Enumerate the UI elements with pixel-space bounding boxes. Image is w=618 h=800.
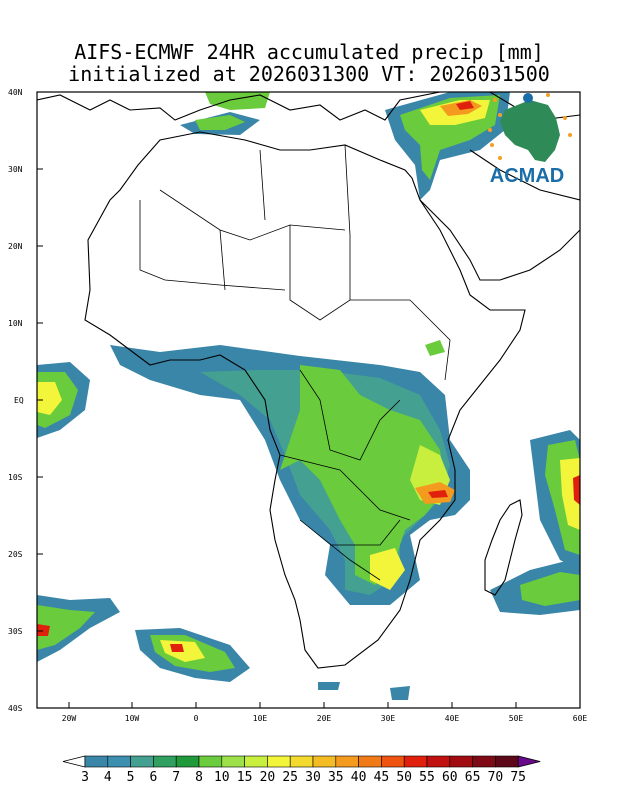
colorbar-label: 50: [396, 770, 413, 785]
colorbar-swatch: [289, 755, 314, 768]
colorbar-swatch: [312, 755, 337, 768]
precip-tanzania-red: [428, 490, 448, 498]
colorbar-swatch: [381, 755, 405, 768]
chart-title-line1: AIFS-ECMWF 24HR accumulated precip [mm]: [74, 40, 544, 64]
colorbar-high-arrow: [517, 755, 541, 768]
precip-north-west-med-green: [195, 115, 245, 130]
lon-label: 50E: [508, 714, 524, 723]
precip-atlantic-west-yellow: [37, 382, 62, 415]
colorbar-label: 10: [213, 770, 230, 785]
precip-central-africa-green: [280, 365, 445, 585]
colorbar-swatch: [175, 755, 200, 768]
lat-label: 20N: [8, 242, 23, 251]
colorbar-swatch: [267, 755, 291, 768]
lat-label: 40S: [8, 704, 23, 713]
chart-title-line2: initialized at 2026031300 VT: 2026031500: [68, 62, 550, 86]
colorbar-swatch: [198, 755, 223, 768]
colorbar-label: 6: [149, 770, 158, 785]
precip-south-patch-1: [318, 682, 340, 690]
madagascar-coastline: [484, 499, 523, 596]
acmad-logo: ACMAD: [488, 93, 572, 187]
colorbar-label: 25: [282, 770, 299, 785]
arabia-coastline: [419, 149, 580, 281]
precip-south-patch-2: [390, 686, 410, 700]
colorbar-swatch: [107, 755, 131, 768]
colorbar-label: 60: [441, 770, 458, 785]
precip-south-indian-band-green: [520, 572, 580, 606]
colorbar-label: 35: [327, 770, 344, 785]
colorbar-swatch: [449, 755, 473, 768]
colorbar-label: 55: [419, 770, 435, 785]
precip-east-med-red: [456, 101, 474, 110]
lon-label: 40E: [444, 714, 460, 723]
logo-africa-icon: [500, 100, 560, 162]
colorbar-swatch: [244, 755, 268, 768]
lat-label: 40N: [8, 88, 23, 97]
colorbar-label: 30: [305, 770, 321, 785]
precip-indian-ocean-east-red: [573, 475, 580, 505]
precip-east-africa-small: [425, 340, 445, 356]
internal-borders: [139, 144, 451, 581]
colorbar-swatch: [84, 755, 109, 768]
lat-label: 20S: [8, 550, 23, 559]
colorbar-label: 4: [103, 770, 112, 785]
lat-label: 30S: [8, 627, 23, 636]
precip-south-atlantic-central-red: [170, 644, 184, 652]
colorbar-low-arrow: [62, 755, 86, 768]
lon-label: 0: [193, 714, 199, 723]
lon-label: 20W: [61, 714, 77, 723]
africa-coastline: [84, 131, 526, 669]
colorbar-label: 3: [81, 770, 89, 785]
colorbar-swatch: [403, 755, 428, 768]
colorbar-swatch: [130, 755, 154, 768]
colorbar-swatch: [472, 755, 496, 768]
lon-label: 10E: [252, 714, 268, 723]
lat-label: 30N: [8, 165, 23, 174]
precip-indian-ocean-east-yellow: [560, 458, 580, 530]
colorbar-label: 15: [236, 770, 253, 785]
lon-label: 20E: [316, 714, 332, 723]
lat-label: EQ: [14, 396, 24, 405]
colorbar: [62, 755, 541, 768]
colorbar-label: 8: [195, 770, 203, 785]
axis-ticks: [37, 91, 517, 709]
colorbar-swatch: [495, 755, 519, 768]
logo-drop-icon: [523, 93, 533, 103]
logo-text: ACMAD: [490, 165, 564, 187]
precip-south-atlantic-west-green: [37, 605, 95, 650]
lon-label: 60E: [572, 714, 588, 723]
lon-label: 30E: [380, 714, 396, 723]
colorbar-label: 65: [464, 770, 481, 785]
colorbar-label: 70: [487, 770, 504, 785]
lat-label: 10S: [8, 473, 23, 482]
colorbar-swatch: [358, 755, 382, 768]
precip-field-layer: [37, 92, 580, 700]
colorbar-label: 20: [259, 770, 276, 785]
colorbar-label: 40: [350, 770, 367, 785]
colorbar-swatch: [153, 755, 177, 768]
colorbar-label: 75: [510, 770, 527, 785]
colorbar-swatch: [426, 755, 451, 768]
lon-label: 10W: [124, 714, 140, 723]
logo-rays-icon: [488, 93, 572, 160]
colorbar-label: 5: [126, 770, 135, 785]
colorbar-swatch: [221, 755, 245, 768]
colorbar-label: 7: [172, 770, 181, 785]
colorbar-swatch: [335, 755, 359, 768]
lat-label: 10N: [8, 319, 23, 328]
precip-south-atlantic-west-red: [37, 624, 50, 636]
colorbar-label: 45: [373, 770, 390, 785]
